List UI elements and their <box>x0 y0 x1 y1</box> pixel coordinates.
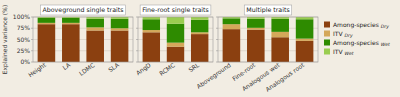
y-tick <box>136 39 138 40</box>
panel: AbovegroundFine-rootAnalogous wetAnalogo… <box>195 5 318 94</box>
bar-segment <box>191 20 208 33</box>
y-tick <box>216 50 218 51</box>
bar-segment <box>296 39 314 41</box>
y-tick <box>136 17 138 18</box>
plot-area <box>33 17 133 62</box>
x-tick-label: RCMC <box>158 61 176 77</box>
x-tick-label: Height <box>27 61 48 79</box>
y-tick <box>136 62 138 63</box>
plot-area <box>138 17 213 62</box>
title-box <box>40 5 125 15</box>
bar-segment <box>143 17 160 19</box>
legend-label: ITV Wet <box>333 48 354 57</box>
bar-segment <box>111 19 129 28</box>
bar-segment <box>247 28 265 30</box>
legend-swatch <box>324 22 330 28</box>
bar-segment <box>143 32 160 62</box>
legend-swatch <box>324 49 330 55</box>
title-group: Multiple traits <box>244 5 291 15</box>
plot-area <box>218 17 318 62</box>
bar-segment <box>143 30 160 32</box>
y-axis-label: Explained variance (%) <box>1 5 9 75</box>
y-tick-label: 100% <box>13 13 30 20</box>
x-tick-label: SRL <box>187 61 201 74</box>
title-group: Fine-root single traits <box>140 5 211 15</box>
legend-swatch <box>324 31 330 37</box>
panel-title: Fine-root single traits <box>142 6 209 14</box>
bar-segment <box>167 24 184 43</box>
bar-segment <box>38 18 56 23</box>
bar-segment <box>167 47 184 62</box>
y-tick <box>216 62 218 63</box>
bar-segment <box>38 24 56 62</box>
x-tick-label: Analogous root <box>264 61 306 94</box>
title-group: Aboveground single traits <box>40 5 125 15</box>
bar-segment <box>86 19 104 28</box>
chart-root: 0% 25% 50% 75% 100% Height LA LDMC SLA Abovegroun… <box>0 0 400 97</box>
bars <box>223 17 314 62</box>
bar-segment <box>143 19 160 30</box>
bar-segment <box>191 17 208 20</box>
bar-segment <box>296 19 314 38</box>
bar-segment <box>111 31 129 63</box>
bar-segment <box>247 19 265 28</box>
y-tick-label: 50% <box>17 36 31 43</box>
y-tick <box>216 17 218 18</box>
bar-segment <box>62 24 80 62</box>
panel-title: Aboveground single traits <box>42 6 123 14</box>
bar-segment <box>86 31 104 63</box>
title-box <box>244 5 291 15</box>
legend-label: Among-species Dry <box>333 21 389 30</box>
bar-segment <box>296 17 314 19</box>
y-tick-label: 0% <box>20 58 30 65</box>
x-tick-label: Analogous wet <box>241 61 282 93</box>
y-tick <box>216 28 218 29</box>
bar-segment <box>271 19 289 32</box>
x-tick-label: Aboveground <box>195 61 233 91</box>
panel: AngD RCMC SRL Fine-root single traits <box>134 5 213 77</box>
legend: Among-species DryITV DryAmong-species We… <box>324 21 390 57</box>
y-tick <box>136 50 138 51</box>
bars <box>143 17 209 62</box>
bar-segment <box>111 28 129 30</box>
bar-segment <box>62 18 80 23</box>
y-tick <box>216 39 218 40</box>
plot-frame <box>138 17 213 62</box>
x-tick-label: LDMC <box>78 61 96 77</box>
bar-segment <box>167 43 184 47</box>
legend-label: ITV Dry <box>333 30 353 39</box>
title-box <box>140 5 211 15</box>
bar-segment <box>38 23 56 24</box>
panel-title: Multiple traits <box>246 6 289 14</box>
legend-swatch <box>324 40 330 46</box>
y-tick-label: 75% <box>17 24 31 31</box>
bar-segment <box>191 34 208 62</box>
bar-segment <box>247 30 265 62</box>
bar-segment <box>223 29 241 62</box>
panel: 0% 25% 50% 75% 100% Height LA LDMC SLA Abovegroun… <box>13 5 133 79</box>
y-tick-label: 25% <box>17 47 31 54</box>
legend-label: Among-species Wet <box>333 39 390 48</box>
bar-segment <box>223 18 241 24</box>
bar-segment <box>86 27 104 30</box>
bar-segment <box>191 32 208 34</box>
bar-segment <box>223 24 241 29</box>
x-tick-label: SLA <box>107 61 121 74</box>
bar-segment <box>271 37 289 62</box>
bars <box>38 17 129 62</box>
x-tick-label: LA <box>61 61 72 72</box>
y-tick <box>136 28 138 29</box>
bar-segment <box>167 17 184 24</box>
plot-frame <box>33 17 133 62</box>
plot-frame <box>218 17 318 62</box>
bar-segment <box>271 32 289 37</box>
bar-segment <box>296 41 314 62</box>
bar-segment <box>62 23 80 24</box>
x-tick-label: AngD <box>134 61 152 77</box>
